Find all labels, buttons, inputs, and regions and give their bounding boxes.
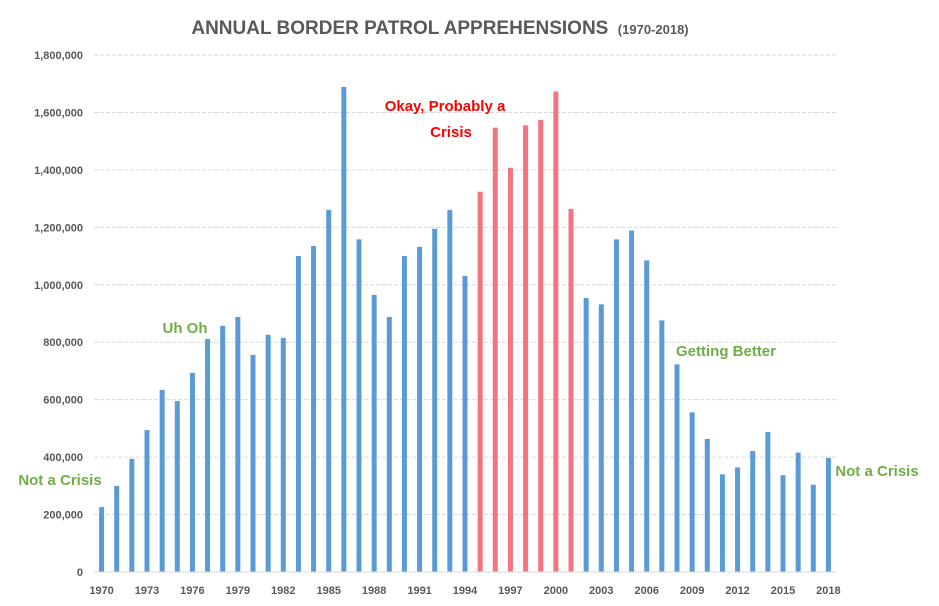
bar-1983 [295,256,301,572]
bar-1985 [326,209,332,572]
bar-1987 [356,239,362,572]
annotation-crisis: Crisis [430,124,472,141]
x-tick-label: 1982 [271,585,295,597]
y-tick-label: 1,600,000 [34,107,83,119]
bar-2001 [568,208,574,572]
bar-2005 [629,230,635,572]
bar-2018 [825,457,831,572]
y-axis-ticks: 0 200,000 400,000 600,000 800,000 1,000,000 1,… [34,50,83,579]
x-tick-label: 2003 [589,585,613,597]
x-tick-label: 1970 [89,585,113,597]
x-tick-label: 1988 [362,585,386,597]
bar-2015 [780,475,786,572]
bar-1996 [492,127,498,572]
bar-1999 [538,119,544,572]
annotation-not-a-crisis-right: Not a Crisis [835,463,918,480]
chart-title-group: ANNUAL BORDER PATROL APPREHENSIONS (1970… [191,18,688,39]
x-tick-label: 1985 [316,585,340,597]
bar-1971 [114,485,120,572]
x-tick-label: 2012 [725,585,749,597]
annotation-getting-better: Getting Better [676,343,776,360]
bar-1986 [341,86,347,573]
bar-2009 [689,412,695,572]
bar-1998 [523,125,529,572]
bar-1993 [447,209,453,572]
x-tick-label: 1994 [453,585,478,597]
bar-2016 [795,452,801,572]
bar-2003 [598,304,604,572]
annotation-not-a-crisis-left: Not a Crisis [18,472,101,489]
bar-2008 [674,364,680,572]
bar-2011 [719,474,725,572]
x-tick-label: 1991 [407,585,431,597]
bar-1992 [432,228,438,572]
annotation-uh-oh: Uh Oh [163,320,208,337]
bar-1978 [220,325,226,572]
chart-title: ANNUAL BORDER PATROL APPREHENSIONS [191,18,608,39]
x-tick-label: 1973 [135,585,159,597]
bar-1976 [189,372,195,572]
bar-2012 [735,467,741,572]
y-tick-label: 1,200,000 [34,222,83,234]
x-tick-label: 2000 [544,585,568,597]
x-tick-label: 2015 [771,585,795,597]
bar-1970 [99,507,105,572]
y-tick-label: 1,000,000 [34,280,83,292]
bar-1974 [159,389,165,572]
y-tick-label: 1,400,000 [34,165,83,177]
x-tick-label: 1997 [498,585,522,597]
y-tick-label: 600,000 [43,395,83,407]
bar-1973 [144,430,150,572]
bar-1997 [507,167,513,572]
x-tick-label: 2009 [680,585,704,597]
bar-2004 [613,239,619,572]
bar-1995 [477,191,483,572]
bar-2010 [704,439,710,572]
bar-1988 [371,294,377,572]
bar-2017 [810,484,816,572]
bar-2007 [659,320,665,572]
bar-2002 [583,297,589,572]
bar-1977 [205,339,211,572]
x-tick-label: 1979 [226,585,250,597]
y-tick-label: 1,800,000 [34,50,83,62]
bar-1989 [386,316,392,572]
bar-1972 [129,458,135,572]
bar-1981 [265,334,271,572]
bar-1994 [462,275,468,572]
annotation-okay-probably-a: Okay, Probably a [385,98,506,115]
y-tick-label: 400,000 [43,452,83,464]
bars [99,86,831,573]
bar-1982 [280,337,286,572]
chart-subtitle: (1970-2018) [618,22,689,37]
bar-1980 [250,354,256,572]
x-tick-label: 1976 [180,585,204,597]
bar-2006 [644,260,650,572]
bar-1975 [174,401,180,572]
bar-1979 [235,316,241,572]
bar-1991 [417,246,423,572]
y-tick-label: 200,000 [43,510,83,522]
bar-2014 [765,432,771,572]
bar-1990 [401,256,407,572]
y-tick-label: 0 [77,567,83,579]
x-tick-label: 2018 [816,585,840,597]
bar-2013 [750,451,756,572]
x-axis-ticks: 1970 1973 1976 1979 1982 1985 1988 1991 1994 1997… [89,585,840,597]
gridlines [94,54,836,516]
y-tick-label: 800,000 [43,337,83,349]
x-tick-label: 2006 [634,585,658,597]
bar-1984 [311,246,317,572]
bar-2000 [553,91,559,572]
